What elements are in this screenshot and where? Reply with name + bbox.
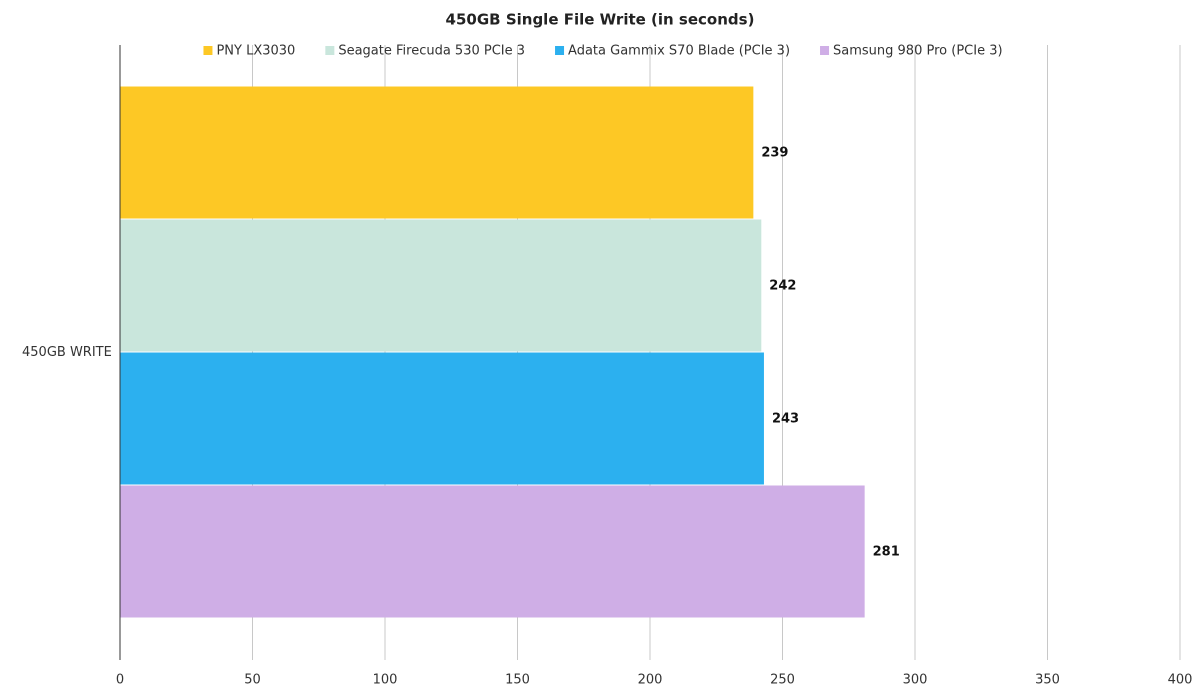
bar [120,86,754,219]
legend-swatch [325,46,335,55]
bar [120,352,764,485]
legend-label: Adata Gammix S70 Blade (PCIe 3) [568,44,790,59]
value-label: 281 [873,544,900,559]
x-tick-label: 300 [903,673,928,688]
x-tick-label: 50 [244,673,261,688]
legend-swatch [820,46,830,55]
bar [120,485,865,618]
legend-label: PNY LX3030 [216,44,295,59]
x-tick-label: 400 [1168,673,1193,688]
legend-label: Seagate Firecuda 530 PCIe 3 [338,44,525,59]
value-label: 239 [761,146,788,161]
y-tick-label: 450GB WRITE [22,345,112,360]
x-tick-label: 0 [116,673,124,688]
legend-label: Samsung 980 Pro (PCIe 3) [833,44,1003,59]
x-tick-label: 150 [505,673,530,688]
x-tick-label: 200 [638,673,663,688]
x-tick-label: 250 [770,673,795,688]
chart-title: 450GB Single File Write (in seconds) [446,11,755,29]
bar [120,219,762,352]
legend: PNY LX3030 Seagate Firecuda 530 PCIe 3 Ada… [203,44,1003,59]
x-tick-label: 100 [373,673,398,688]
legend-swatch [555,46,565,55]
value-label: 243 [772,411,799,426]
value-label: 242 [769,279,796,294]
legend-swatch [203,46,213,55]
x-tick-label: 350 [1035,673,1060,688]
